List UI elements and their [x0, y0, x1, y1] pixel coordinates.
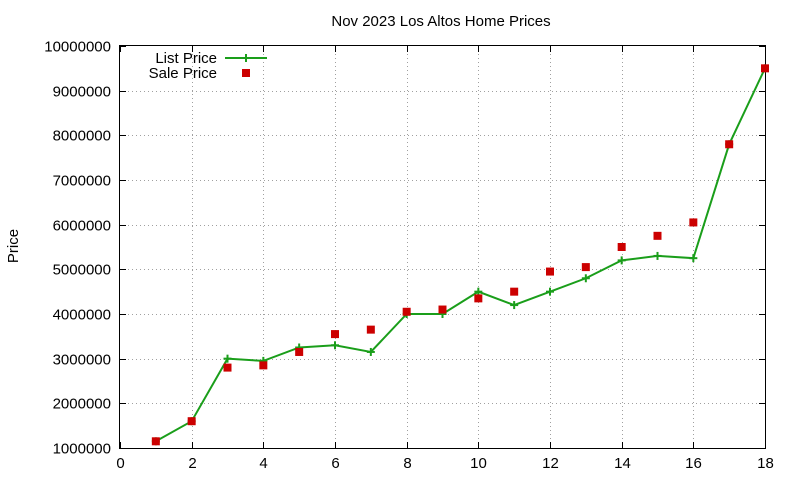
sale-price-point [653, 231, 662, 240]
sale-price-point [761, 64, 769, 73]
sale-price-point [617, 243, 626, 251]
y-tick-label: 1000000 [53, 441, 111, 458]
list-price-point [689, 254, 698, 263]
x-tick-label: 14 [614, 455, 631, 472]
series-layer [151, 64, 769, 446]
sale-price-point [474, 294, 483, 303]
series-sale-price [151, 64, 769, 446]
list-price-point [510, 301, 519, 310]
y-tick-label: 9000000 [53, 84, 111, 101]
x-tick-label: 4 [259, 455, 267, 472]
y-tick-label: 5000000 [53, 262, 111, 279]
sale-price-point [223, 363, 232, 372]
list-price-point [581, 274, 590, 283]
y-tick-label: 8000000 [53, 128, 111, 145]
x-tick-label: 6 [331, 455, 339, 472]
y-tick-label: 7000000 [53, 173, 111, 190]
list-price-point [653, 251, 662, 260]
x-tick-label: 12 [542, 455, 559, 472]
plot-frame [119, 45, 766, 449]
legend-label: Sale Price [149, 65, 217, 82]
list-price-point [366, 347, 375, 356]
grid [120, 46, 765, 448]
x-tick-label: 8 [403, 455, 411, 472]
x-tick-label: 2 [188, 455, 196, 472]
axis-ticks: 0 2 4 6 8 10 12 14 16 18 1000000 2000000 3000000 4000… [44, 39, 774, 473]
y-tick-label: 10000000 [44, 39, 111, 56]
list-price-point [546, 287, 554, 296]
x-tick-label: 0 [116, 455, 124, 472]
x-tick-label: 10 [470, 455, 487, 472]
list-price-point [617, 256, 626, 265]
sale-price-point [510, 287, 519, 296]
y-tick-label: 2000000 [53, 396, 111, 413]
y-axis-label: Price [5, 229, 22, 263]
list-price-point [223, 354, 232, 363]
sale-price-point [689, 218, 698, 227]
sale-price-point [259, 361, 268, 370]
sale-price-point [581, 263, 590, 272]
sale-price-point [725, 140, 734, 149]
sale-price-point [331, 330, 339, 339]
legend-marker [242, 54, 250, 62]
y-tick-label: 6000000 [53, 218, 111, 235]
x-tick-label: 18 [757, 455, 774, 472]
sale-price-point [151, 437, 160, 446]
sale-price-point [402, 307, 411, 316]
legend-marker [242, 69, 250, 77]
series-list-price [151, 64, 769, 446]
list-price-point [331, 341, 339, 350]
sale-price-point [366, 325, 375, 334]
list-price-point [474, 287, 483, 296]
sale-price-point [546, 267, 554, 276]
chart-title: Nov 2023 Los Altos Home Prices [331, 13, 550, 30]
list-price-line [155, 67, 766, 443]
legend-label: List Price [155, 50, 217, 67]
x-tick-label: 16 [685, 455, 702, 472]
sale-price-point [187, 417, 196, 426]
sale-price-point [295, 347, 304, 356]
sale-price-point [438, 305, 447, 314]
y-tick-label: 3000000 [53, 352, 111, 369]
y-tick-label: 4000000 [53, 307, 111, 324]
